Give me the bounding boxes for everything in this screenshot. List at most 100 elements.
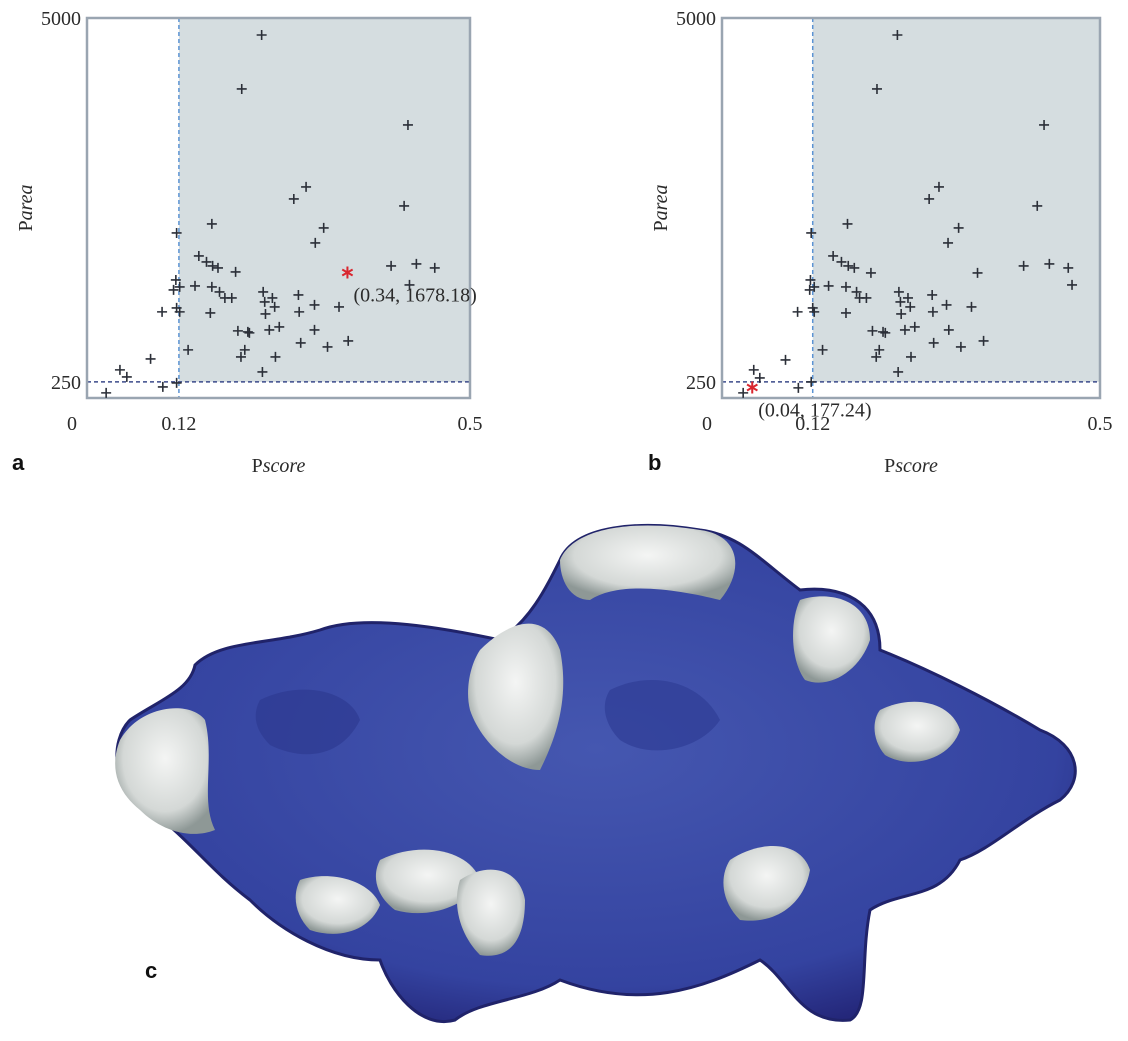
data-point [236, 83, 247, 94]
data-point [874, 344, 885, 355]
data-point [809, 281, 820, 292]
data-point [780, 354, 791, 365]
highlight-label: (0.34, 1678.18) [353, 284, 476, 306]
data-point [190, 280, 201, 291]
data-point [269, 301, 280, 312]
highlight-label: (0.04, 177.24) [758, 399, 871, 421]
data-point [309, 324, 320, 335]
data-point [927, 306, 938, 317]
data-point [1032, 200, 1043, 211]
data-point [404, 279, 415, 290]
x-axis-label-prefix: P [884, 455, 895, 477]
data-point [842, 218, 853, 229]
data-point [193, 250, 204, 261]
y-axis-label: Parea [650, 184, 672, 231]
data-point [902, 292, 913, 303]
data-point [927, 289, 938, 300]
highlight-point [341, 266, 354, 279]
data-point [865, 267, 876, 278]
data-point [880, 327, 891, 338]
data-point [861, 292, 872, 303]
data-point [256, 30, 267, 41]
x-tick-label: 0 [67, 413, 77, 435]
data-point [205, 307, 216, 318]
data-point [260, 308, 271, 319]
x-axis-label-italic: score [895, 455, 938, 477]
data-point [168, 284, 179, 295]
data-point [941, 299, 952, 310]
data-point [893, 286, 904, 297]
data-point [878, 326, 889, 337]
data-point [386, 260, 397, 271]
data-point [738, 387, 749, 398]
data-point [895, 296, 906, 307]
protein-surface [115, 523, 1077, 1024]
data-point [207, 260, 218, 271]
plot-frame [85, 16, 472, 400]
data-point [933, 181, 944, 192]
data-point [259, 296, 270, 307]
data-point [288, 193, 299, 204]
data-point [270, 351, 281, 362]
data-point [909, 321, 920, 332]
data-point [309, 299, 320, 310]
highlight-point [746, 381, 758, 394]
data-point [206, 281, 217, 292]
data-point [817, 344, 828, 355]
data-point [943, 237, 954, 248]
data-point [171, 227, 182, 238]
data-point [343, 335, 354, 346]
data-point [318, 222, 329, 233]
data-point [258, 286, 269, 297]
data-point [840, 307, 851, 318]
data-point [114, 364, 125, 375]
data-point [754, 372, 765, 383]
data-point [905, 301, 916, 312]
panel-label: c [145, 958, 157, 983]
data-point [906, 351, 916, 362]
data-point [145, 353, 156, 364]
x-tick-label: 0.5 [458, 413, 483, 435]
data-point [157, 306, 168, 317]
data-point [966, 301, 977, 312]
x-tick-label: 0 [702, 413, 712, 435]
y-axis-label-italic: area [15, 184, 37, 220]
x-axis-label: Pscore [252, 455, 306, 477]
data-point [823, 280, 834, 291]
data-point [157, 381, 168, 392]
data-point [310, 237, 321, 248]
y-axis-label-prefix: P [650, 220, 672, 231]
data-point [214, 286, 225, 297]
data-point [851, 286, 862, 297]
data-point [267, 292, 278, 303]
data-point [1067, 279, 1078, 290]
data-point [174, 306, 185, 317]
data-point [843, 260, 854, 271]
x-axis-label: Pscore [884, 455, 938, 477]
x-axis-label-italic: score [263, 455, 306, 477]
x-tick-label: 0.12 [161, 413, 196, 435]
data-point [174, 281, 185, 292]
data-point [871, 351, 882, 362]
threshold-region [812, 18, 1100, 382]
data-point [972, 267, 983, 278]
data-point [899, 324, 910, 335]
data-point [411, 258, 422, 269]
data-point [1039, 119, 1050, 130]
x-tick-label: 0.5 [1088, 413, 1113, 435]
data-point [836, 256, 847, 267]
data-point [322, 341, 333, 352]
data-point [235, 351, 246, 362]
data-point [201, 256, 212, 267]
data-point [257, 366, 268, 377]
data-point [1044, 258, 1055, 269]
data-point [840, 281, 851, 292]
data-point [242, 326, 253, 337]
y-tick-label: 250 [686, 372, 716, 394]
y-axis-label-italic: area [650, 184, 672, 220]
data-point [226, 292, 237, 303]
data-point [924, 193, 935, 204]
y-tick-label: 5000 [676, 8, 716, 30]
data-point [101, 387, 112, 398]
